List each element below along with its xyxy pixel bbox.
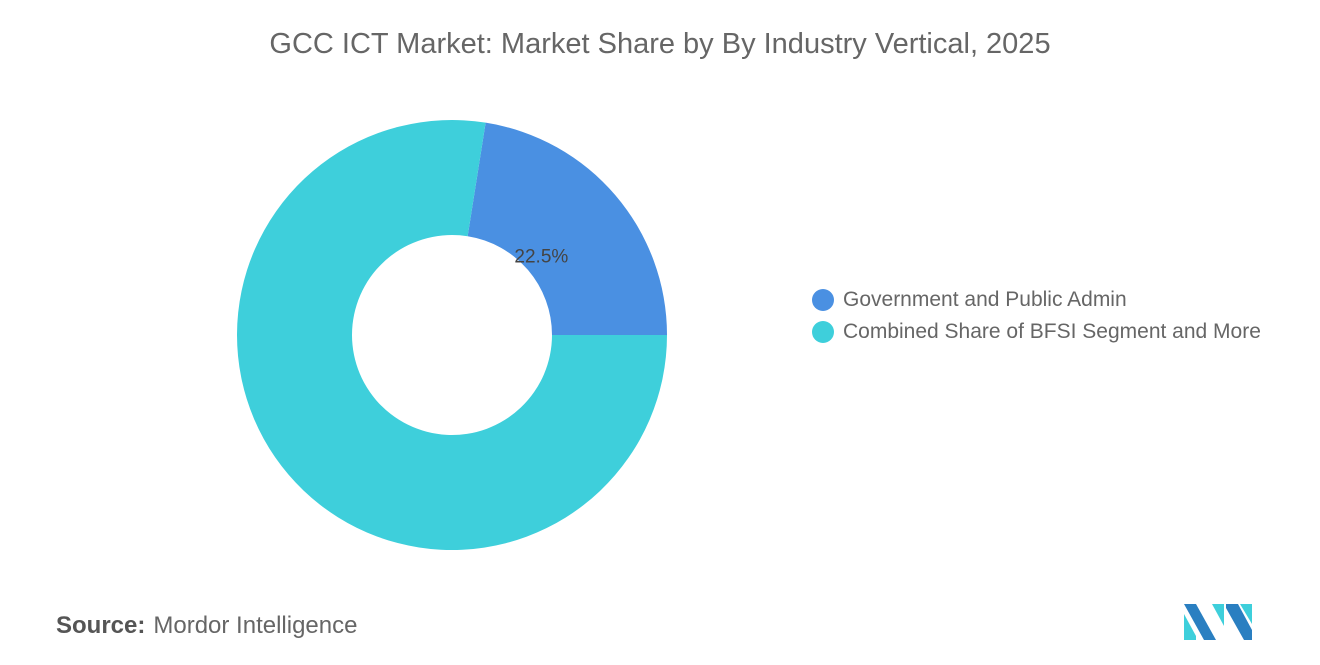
source-value: Mordor Intelligence <box>153 612 358 639</box>
legend-label: Government and Public Admin <box>843 288 1127 311</box>
donut-slice <box>467 122 667 335</box>
legend: Government and Public Admin Combined Sha… <box>812 284 1261 348</box>
legend-item: Combined Share of BFSI Segment and More <box>812 316 1261 348</box>
chart-title: GCC ICT Market: Market Share by By Indus… <box>269 28 1051 60</box>
source-note: Source: Mordor Intelligence <box>56 612 357 640</box>
data-label: 22.5% <box>514 247 568 268</box>
legend-item: Government and Public Admin <box>812 284 1261 316</box>
donut-slice <box>237 120 667 551</box>
legend-swatch <box>812 289 834 311</box>
legend-label: Combined Share of BFSI Segment and More <box>843 320 1261 343</box>
source-label: Source: <box>56 612 146 639</box>
mordor-logo <box>1184 604 1252 640</box>
legend-swatch <box>812 321 834 343</box>
